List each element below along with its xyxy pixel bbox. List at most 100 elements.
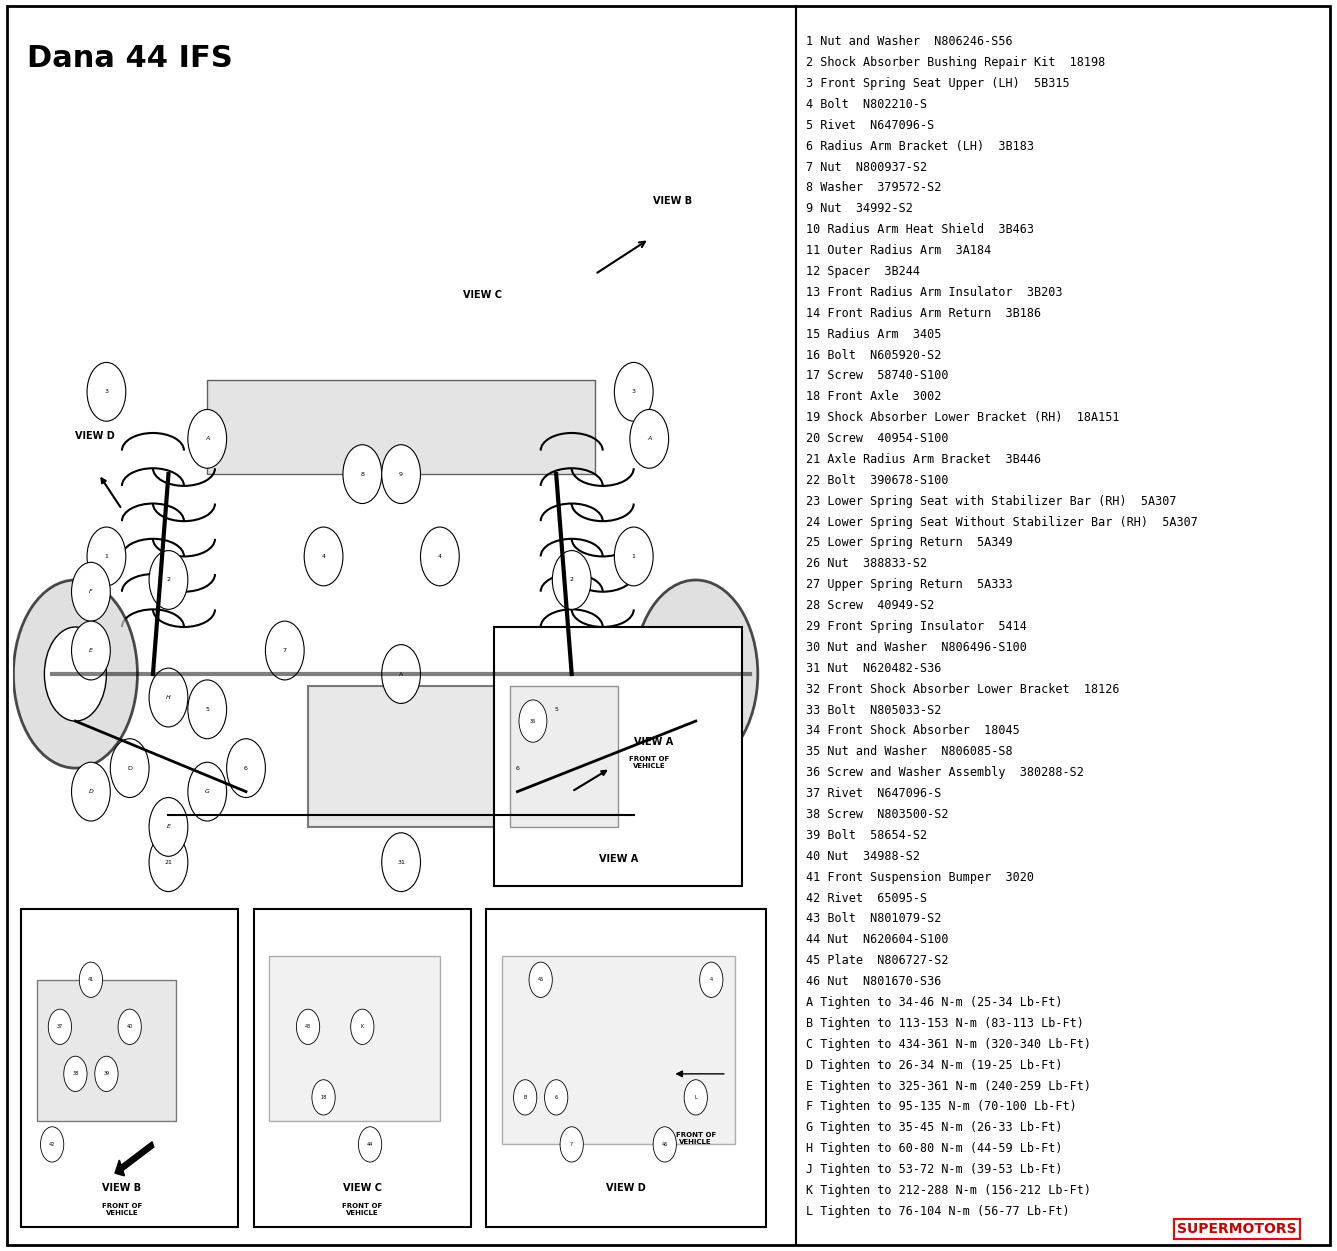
Text: 12 Spacer  3B244: 12 Spacer 3B244: [806, 265, 920, 278]
Text: 5: 5: [206, 707, 209, 712]
Text: FRONT OF
VEHICLE: FRONT OF VEHICLE: [675, 1132, 715, 1146]
Circle shape: [519, 699, 547, 742]
Text: L: L: [694, 1095, 697, 1100]
Circle shape: [614, 527, 652, 585]
Text: J Tighten to 53-72 N-m (39-53 Lb-Ft): J Tighten to 53-72 N-m (39-53 Lb-Ft): [806, 1163, 1063, 1176]
Circle shape: [265, 620, 303, 681]
Text: 3: 3: [632, 389, 635, 394]
Circle shape: [699, 962, 723, 997]
Text: 24 Lower Spring Seat Without Stabilizer Bar (RH)  5A307: 24 Lower Spring Seat Without Stabilizer …: [806, 515, 1198, 529]
Text: VIEW A: VIEW A: [599, 854, 638, 864]
Text: 2 Shock Absorber Bushing Repair Kit  18198: 2 Shock Absorber Bushing Repair Kit 1819…: [806, 56, 1106, 69]
Text: 7 Nut  N800937-S2: 7 Nut N800937-S2: [806, 160, 928, 174]
Bar: [501, 956, 734, 1145]
Text: 3 Front Spring Seat Upper (LH)  5B315: 3 Front Spring Seat Upper (LH) 5B315: [806, 78, 1070, 90]
Text: A: A: [205, 437, 210, 442]
Text: H Tighten to 60-80 N-m (44-59 Lb-Ft): H Tighten to 60-80 N-m (44-59 Lb-Ft): [806, 1142, 1063, 1155]
Text: 30 Nut and Washer  N806496-S100: 30 Nut and Washer N806496-S100: [806, 641, 1027, 654]
Text: 28 Screw  40949-S2: 28 Screw 40949-S2: [806, 599, 935, 612]
Text: 21: 21: [164, 859, 172, 864]
Circle shape: [72, 563, 110, 620]
Text: 1 Nut and Washer  N806246-S56: 1 Nut and Washer N806246-S56: [806, 35, 1013, 49]
Circle shape: [44, 627, 107, 721]
Text: C Tighten to 434-361 N-m (320-340 Lb-Ft): C Tighten to 434-361 N-m (320-340 Lb-Ft): [806, 1038, 1091, 1051]
Circle shape: [79, 962, 103, 997]
Text: 4: 4: [710, 977, 713, 982]
Text: 6: 6: [245, 766, 247, 771]
Circle shape: [381, 833, 420, 892]
Text: 5: 5: [555, 707, 558, 712]
Text: 25 Lower Spring Return  5A349: 25 Lower Spring Return 5A349: [806, 537, 1013, 549]
Text: L Tighten to 76-104 N-m (56-77 Lb-Ft): L Tighten to 76-104 N-m (56-77 Lb-Ft): [806, 1205, 1070, 1218]
Circle shape: [72, 762, 110, 821]
Text: F: F: [90, 589, 92, 594]
Text: D Tighten to 26-34 N-m (19-25 Lb-Ft): D Tighten to 26-34 N-m (19-25 Lb-Ft): [806, 1058, 1063, 1072]
Text: 6: 6: [555, 1095, 558, 1100]
Text: 15 Radius Arm  3405: 15 Radius Arm 3405: [806, 328, 941, 340]
Circle shape: [634, 580, 758, 768]
Text: 8: 8: [361, 472, 364, 477]
Text: E: E: [90, 648, 92, 653]
Text: 39: 39: [103, 1071, 110, 1076]
Bar: [495, 627, 742, 886]
Circle shape: [544, 1080, 568, 1115]
Circle shape: [381, 644, 420, 703]
Text: 31 Nut  N620482-S36: 31 Nut N620482-S36: [806, 662, 941, 674]
Text: 22 Bolt  390678-S100: 22 Bolt 390678-S100: [806, 474, 949, 487]
Text: 31: 31: [397, 859, 405, 864]
Circle shape: [420, 527, 460, 585]
Text: 5 Rivet  N647096-S: 5 Rivet N647096-S: [806, 119, 935, 131]
Circle shape: [350, 1010, 374, 1045]
Text: E: E: [167, 824, 170, 829]
Circle shape: [297, 1010, 320, 1045]
Circle shape: [148, 798, 187, 856]
Text: 18: 18: [321, 1095, 326, 1100]
Bar: [21, 909, 238, 1227]
Text: 37: 37: [56, 1025, 63, 1030]
Text: 18 Front Axle  3002: 18 Front Axle 3002: [806, 390, 941, 403]
Circle shape: [312, 1080, 336, 1115]
Text: VIEW A: VIEW A: [634, 737, 673, 747]
Bar: [207, 380, 595, 474]
Text: K Tighten to 212-288 N-m (156-212 Lb-Ft): K Tighten to 212-288 N-m (156-212 Lb-Ft): [806, 1183, 1091, 1197]
Text: 17 Screw  58740-S100: 17 Screw 58740-S100: [806, 369, 949, 383]
Text: 6 Radius Arm Bracket (LH)  3B183: 6 Radius Arm Bracket (LH) 3B183: [806, 140, 1035, 153]
Circle shape: [513, 1080, 536, 1115]
Text: F Tighten to 95-135 N-m (70-100 Lb-Ft): F Tighten to 95-135 N-m (70-100 Lb-Ft): [806, 1101, 1078, 1113]
Text: FRONT OF
VEHICLE: FRONT OF VEHICLE: [630, 756, 670, 769]
Text: 9: 9: [400, 472, 402, 477]
Text: 21 Axle Radius Arm Bracket  3B446: 21 Axle Radius Arm Bracket 3B446: [806, 453, 1042, 465]
Text: 6: 6: [516, 766, 519, 771]
Text: 4: 4: [322, 554, 325, 559]
Text: 29 Front Spring Insulator  5414: 29 Front Spring Insulator 5414: [806, 620, 1027, 633]
Text: B: B: [524, 1095, 527, 1100]
Text: 20 Screw  40954-S100: 20 Screw 40954-S100: [806, 432, 949, 445]
Circle shape: [560, 1127, 583, 1162]
Text: 8 Washer  379572-S2: 8 Washer 379572-S2: [806, 181, 941, 194]
Text: SUPERMOTORS: SUPERMOTORS: [1178, 1222, 1297, 1236]
Text: 46: 46: [662, 1142, 668, 1147]
Text: 4 Bolt  N802210-S: 4 Bolt N802210-S: [806, 98, 928, 111]
Text: 2: 2: [570, 578, 574, 583]
Text: 2: 2: [167, 578, 170, 583]
Text: G Tighten to 35-45 N-m (26-33 Lb-Ft): G Tighten to 35-45 N-m (26-33 Lb-Ft): [806, 1121, 1063, 1135]
Text: 41: 41: [88, 977, 94, 982]
Text: 40: 40: [127, 1025, 132, 1030]
Text: 42 Rivet  65095-S: 42 Rivet 65095-S: [806, 892, 928, 904]
Text: VIEW B: VIEW B: [652, 195, 693, 205]
Circle shape: [13, 580, 138, 768]
Text: D: D: [88, 789, 94, 794]
Circle shape: [381, 444, 420, 503]
Text: 1: 1: [104, 554, 108, 559]
Text: H: H: [166, 696, 171, 701]
Text: 35 Nut and Washer  N806085-S8: 35 Nut and Washer N806085-S8: [806, 746, 1013, 758]
Text: 26 Nut  388833-S2: 26 Nut 388833-S2: [806, 558, 928, 570]
Text: 33 Bolt  N805033-S2: 33 Bolt N805033-S2: [806, 703, 941, 717]
Text: E Tighten to 325-361 N-m (240-259 Lb-Ft): E Tighten to 325-361 N-m (240-259 Lb-Ft): [806, 1080, 1091, 1092]
Circle shape: [87, 363, 126, 422]
Text: 38: 38: [72, 1071, 79, 1076]
Text: 45: 45: [537, 977, 544, 982]
Circle shape: [497, 738, 536, 798]
Text: VIEW C: VIEW C: [463, 290, 503, 300]
Text: 9 Nut  34992-S2: 9 Nut 34992-S2: [806, 203, 913, 215]
